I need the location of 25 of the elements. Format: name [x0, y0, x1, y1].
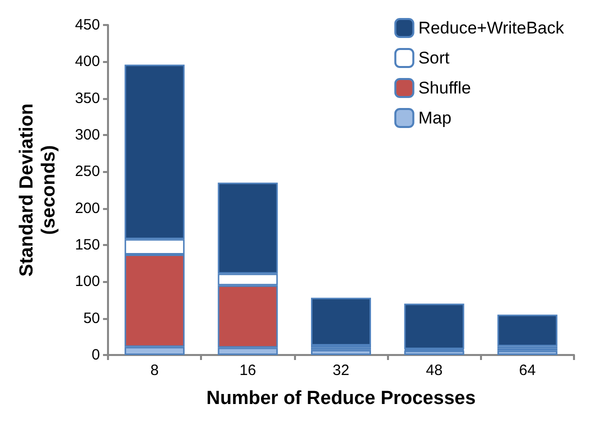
y-tick-label: 150: [74, 236, 100, 254]
y-tick-label: 200: [74, 200, 100, 217]
y-axis-title: Standard Deviation (seconds): [16, 103, 60, 277]
bar: [311, 298, 371, 346]
legend-label: Reduce+WriteBack: [418, 18, 564, 38]
y-tick-label: 400: [74, 53, 100, 70]
y-tick-label: 100: [74, 273, 100, 290]
x-tick-label: 64: [519, 362, 536, 379]
x-tick-label: 48: [426, 362, 443, 379]
bar: [311, 350, 371, 355]
x-tick-label: 16: [239, 362, 256, 379]
y-tick-label: 0: [92, 346, 100, 364]
y-tick-label: 250: [74, 163, 100, 180]
y-tick-label: 450: [74, 16, 100, 34]
y-tick-label: 50: [83, 310, 100, 327]
x-tick-label: 8: [150, 362, 159, 379]
x-tick-label: 32: [332, 362, 350, 379]
legend-label: Map: [418, 108, 452, 128]
bar: [497, 350, 558, 355]
x-axis-title: Number of Reduce Processes: [206, 388, 476, 409]
bar: [497, 314, 558, 346]
y-tick-label: 350: [74, 90, 100, 107]
legend-label: Sort: [418, 48, 450, 68]
y-tick-label: 300: [74, 126, 100, 144]
legend-label: Shuffle: [418, 78, 471, 98]
